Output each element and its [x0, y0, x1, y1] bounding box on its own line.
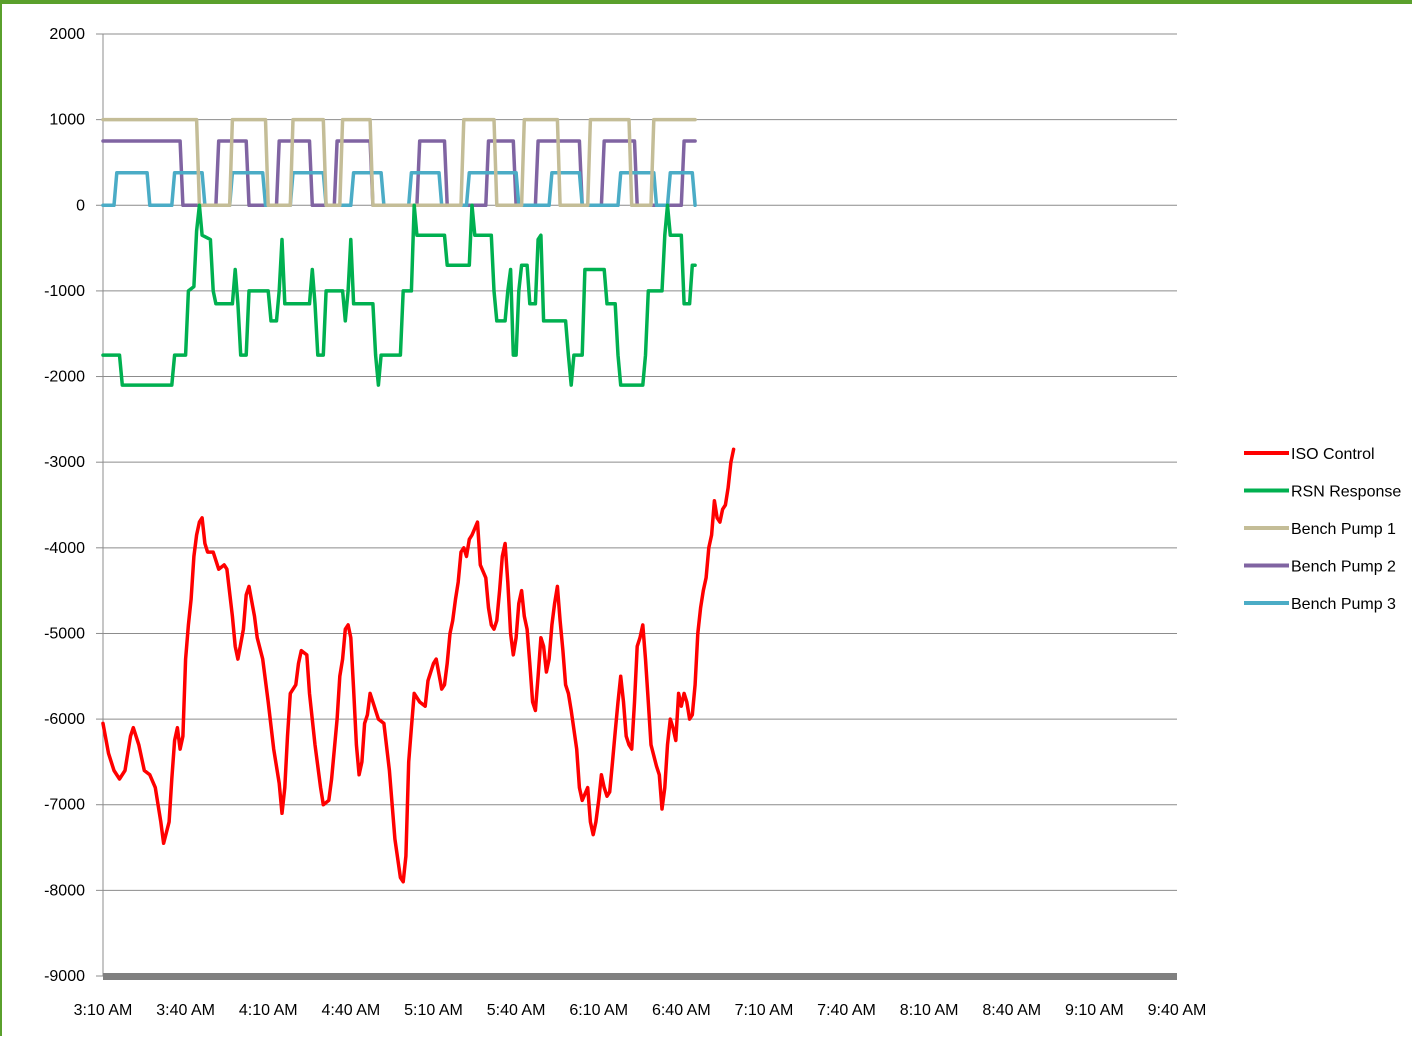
x-tick-label: 7:10 AM [735, 1002, 794, 1019]
gridlines [103, 33, 1177, 891]
x-tick-label: 9:10 AM [1065, 1002, 1124, 1019]
legend-label: RSN Response [1291, 484, 1401, 501]
x-tick-label: 3:40 AM [156, 1002, 215, 1019]
x-tick-label: 3:10 AM [74, 1002, 133, 1019]
y-tick-label: -3000 [44, 454, 85, 471]
x-tick-label: 8:40 AM [982, 1002, 1041, 1019]
y-tick-label: -2000 [44, 369, 85, 386]
line-chart: 2000 1000 0 -1000 -2000 -3000 -4000 -5000 -6000 -… [44, 26, 1401, 1019]
series-line-bench-pump-2 [101, 139, 697, 208]
x-tick-label: 5:10 AM [404, 1002, 463, 1019]
x-tick-label: 4:40 AM [321, 1002, 380, 1019]
axes: 2000 1000 0 -1000 -2000 -3000 -4000 -5000 -6000 -… [44, 26, 1206, 1019]
series-lines [101, 117, 736, 884]
legend-label: Bench Pump 3 [1291, 596, 1396, 613]
x-tick-label: 9:40 AM [1148, 1002, 1207, 1019]
series-line-rsn-response [101, 203, 697, 387]
y-tick-label: -1000 [44, 283, 85, 300]
legend-label: Bench Pump 1 [1291, 521, 1396, 538]
series-line-bench-pump-3 [101, 170, 697, 208]
x-tick-label: 7:40 AM [817, 1002, 876, 1019]
y-tick-label: 0 [76, 197, 85, 214]
x-tick-label: 6:40 AM [652, 1002, 711, 1019]
y-tick-label: -4000 [44, 540, 85, 557]
x-tick-label: 6:10 AM [569, 1002, 628, 1019]
y-tick-label: -5000 [44, 625, 85, 642]
y-tick-label: -7000 [44, 797, 85, 814]
y-tick-label: 2000 [49, 26, 85, 43]
y-tick-label: 1000 [49, 112, 85, 129]
x-tick-label: 4:10 AM [239, 1002, 298, 1019]
y-tick-label: -9000 [44, 968, 85, 985]
x-tick-label: 5:40 AM [487, 1002, 546, 1019]
x-axis-line [103, 973, 1177, 980]
y-tick-label: -6000 [44, 711, 85, 728]
legend-label: ISO Control [1291, 446, 1375, 463]
legend-label: Bench Pump 2 [1291, 559, 1396, 576]
series-line-iso-control [101, 447, 736, 884]
x-tick-label: 8:10 AM [900, 1002, 959, 1019]
series-line-bench-pump-1 [101, 117, 697, 208]
y-tick-label: -8000 [44, 882, 85, 899]
legend: ISO Control RSN Response Bench Pump 1 Bench… [1244, 446, 1401, 613]
